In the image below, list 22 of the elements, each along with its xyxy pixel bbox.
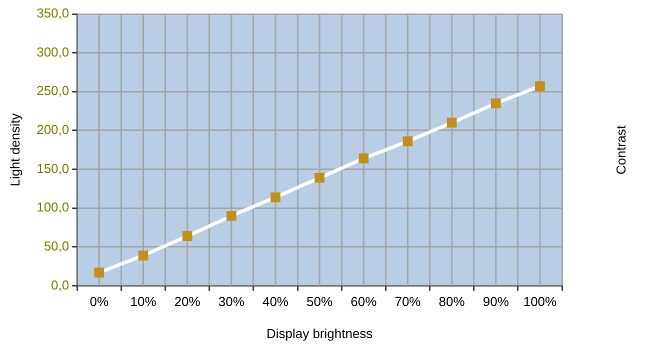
x-tick-label: 50% <box>306 294 334 310</box>
y-tick-label: 50,0 <box>44 238 70 254</box>
y-tick-label: 100,0 <box>36 200 70 215</box>
y-axis-title: Light density <box>7 112 22 186</box>
x-tick-label: 100% <box>523 294 558 310</box>
x-tick-label: 90% <box>482 294 510 310</box>
x-tick-label: 80% <box>438 294 466 310</box>
y-tick-label: 350,0 <box>36 6 70 21</box>
x-tick-label: 0% <box>90 294 110 310</box>
y-tick-label: 0,0 <box>51 277 70 292</box>
y-tick-label: 200,0 <box>36 122 70 138</box>
x-axis-title: Display brightness <box>266 326 374 341</box>
y-tick-label: 150,0 <box>36 160 70 176</box>
x-tick-label: 70% <box>394 294 422 310</box>
text: Contrast <box>614 124 629 174</box>
x-tick-label: 60% <box>350 294 378 310</box>
x-tick-label: 10% <box>130 294 157 310</box>
x-tick-label: 20% <box>174 294 201 310</box>
y-tick-label: 250,0 <box>36 83 70 98</box>
y-tick-label: 300,0 <box>36 44 70 60</box>
x-tick-label: 40% <box>262 294 289 310</box>
x-tick-label: 30% <box>218 294 245 310</box>
